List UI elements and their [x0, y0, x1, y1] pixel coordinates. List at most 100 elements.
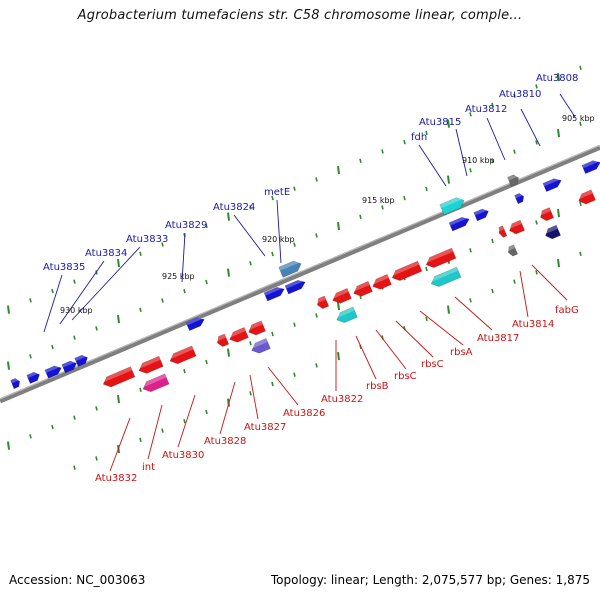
gene-label-reverse: Atu3822	[321, 394, 363, 405]
feature-shine	[264, 287, 284, 296]
scale-tick	[73, 279, 76, 284]
scale-tick	[447, 175, 450, 184]
gene-label-reverse: Atu3828	[204, 436, 246, 447]
scale-tick	[315, 363, 318, 368]
scale-tick	[293, 322, 296, 327]
forward-gene-arrow	[10, 378, 21, 390]
scale-tick	[227, 398, 230, 407]
feature-shape	[514, 193, 525, 205]
gene-label-forward: Atu3824	[213, 202, 255, 213]
scale-tick	[359, 158, 362, 163]
reverse-gene-arrow	[507, 244, 519, 257]
gene-label-reverse: Atu3826	[283, 408, 325, 419]
scale-tick	[425, 186, 428, 192]
scale-tick	[469, 248, 472, 253]
backbone-line	[0, 145, 600, 404]
scale-tick	[315, 313, 318, 318]
feature-shine	[44, 365, 61, 373]
gene-label-reverse: Atu3814	[512, 319, 554, 330]
scale-tick	[227, 212, 230, 221]
feature-shine	[247, 320, 263, 331]
scale-tick	[403, 195, 406, 201]
forward-gene-arrow	[581, 160, 600, 175]
reverse-gene-arrow	[544, 224, 561, 240]
feature-shine	[61, 361, 76, 368]
scale-tick	[491, 288, 494, 294]
scale-tick	[161, 298, 164, 303]
label-leader	[375, 329, 407, 370]
reverse-gene-arrow	[353, 281, 373, 297]
gene-labels: Atu3808 Atu3810 Atu3812 Atu3815 fdh metE Atu38…	[43, 73, 579, 484]
gene-label-forward: metE	[264, 187, 290, 198]
reverse-gene-arrow	[216, 333, 230, 347]
scale-tick	[95, 326, 98, 331]
feature-shine	[425, 248, 454, 264]
scale-tick	[183, 289, 186, 294]
feature-shape	[248, 320, 266, 336]
reverse-gene-arrow	[316, 295, 330, 309]
scale-label: 930 kbp	[60, 306, 93, 315]
scale-tick	[271, 251, 274, 257]
feature-shape	[317, 295, 330, 309]
scale-tick	[139, 307, 142, 313]
forward-gene-arrow	[284, 279, 306, 295]
feature-shape	[169, 345, 197, 365]
feature-shape	[10, 378, 21, 390]
scale-tick	[557, 208, 560, 218]
label-leader	[519, 270, 529, 318]
feature-shape	[540, 207, 555, 222]
scale-tick	[579, 201, 582, 206]
forward-gene-arrow	[26, 371, 40, 384]
scale-tick	[469, 298, 472, 303]
scale-tick	[535, 270, 538, 275]
label-leader	[147, 404, 163, 460]
feature-shine	[430, 267, 459, 283]
gene-label-forward: Atu3812	[465, 104, 507, 115]
feature-shape	[507, 244, 519, 257]
feature-shine	[229, 327, 246, 338]
scale-tick	[205, 359, 208, 365]
feature-shine	[216, 333, 226, 342]
scale-tick	[51, 288, 54, 294]
reverse-gene-arrow	[372, 274, 392, 290]
feature-shape	[142, 373, 170, 393]
scale-label: 925 kbp	[162, 272, 195, 281]
reverse-gene-arrow	[498, 225, 508, 238]
chromosome-backbone	[0, 144, 600, 404]
reverse-gene-arrow	[391, 260, 423, 281]
scale-tick	[117, 314, 120, 324]
scale-tick	[95, 456, 98, 461]
forward-gene-arrow	[542, 178, 562, 193]
scale-tick	[337, 301, 340, 311]
forward-gene-arrow	[74, 354, 88, 367]
label-leader	[355, 335, 377, 380]
gene-label-forward: Atu3833	[126, 234, 168, 245]
feature-shape	[278, 260, 302, 278]
feature-shape	[439, 197, 465, 216]
label-leader	[559, 93, 576, 118]
feature-shape	[545, 224, 561, 240]
label-leader	[531, 264, 568, 301]
scale-tick	[381, 205, 384, 210]
gene-label-forward: fdh	[411, 132, 427, 143]
gene-label-reverse: Atu3817	[477, 333, 519, 344]
feature-shape	[44, 365, 62, 379]
label-leader	[454, 296, 493, 331]
feature-shape	[336, 306, 358, 323]
feature-shine	[508, 220, 522, 230]
feature-shine	[391, 261, 420, 277]
label-leader	[59, 260, 105, 325]
feature-shine	[138, 356, 161, 370]
forward-gene-arrow	[448, 216, 470, 232]
label-leader	[177, 394, 196, 448]
feature-shine	[336, 307, 355, 319]
scale-tick	[491, 158, 494, 164]
scale-tick	[293, 372, 296, 377]
feature-shape	[507, 174, 519, 187]
scale-tick	[469, 168, 472, 173]
feature-shine	[353, 281, 370, 292]
backbone-highlight	[0, 144, 600, 400]
scale-tick	[579, 251, 582, 256]
forward-gene-arrow	[507, 174, 519, 187]
scale-tick	[579, 121, 582, 126]
